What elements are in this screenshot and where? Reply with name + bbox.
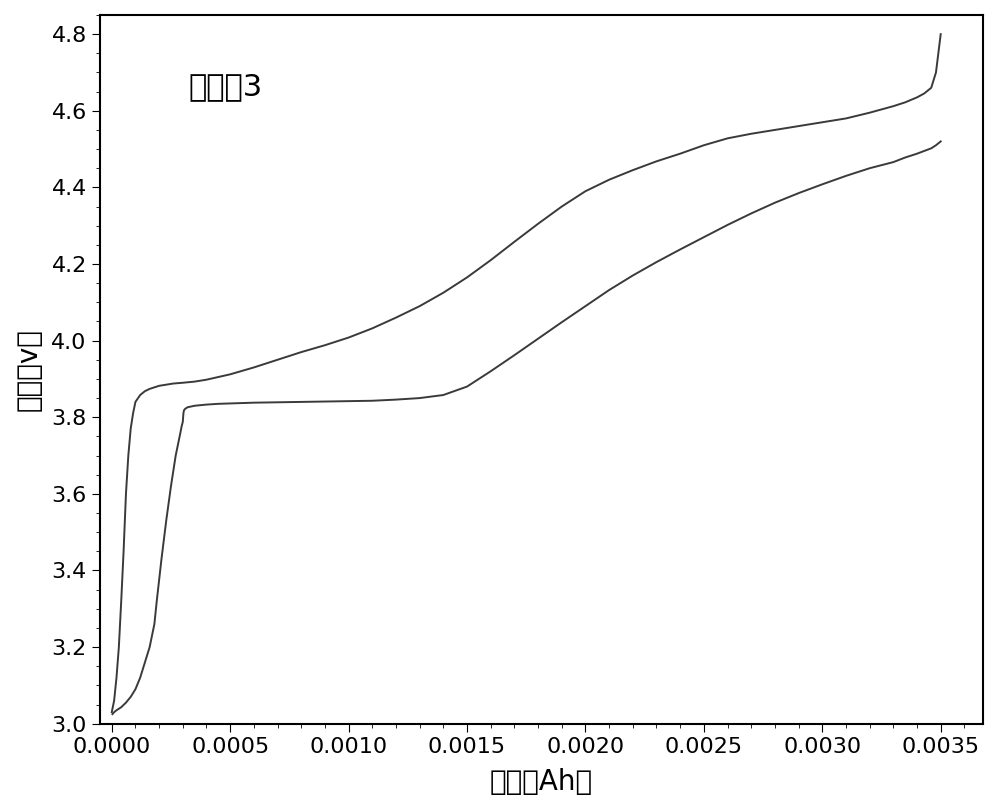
- Y-axis label: 电压（v）: 电压（v）: [15, 328, 43, 411]
- Text: 对比兙3: 对比兙3: [188, 71, 262, 101]
- X-axis label: 容量（Ah）: 容量（Ah）: [490, 768, 593, 796]
